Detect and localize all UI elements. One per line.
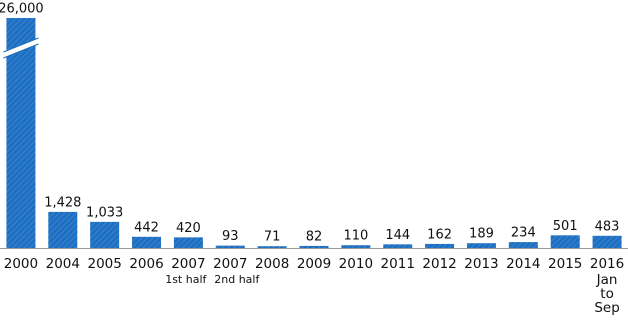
- x-tick-label: 2006: [129, 256, 163, 272]
- category-note: to: [600, 286, 614, 302]
- value-label: 71: [264, 230, 281, 245]
- value-label: 26,000: [0, 2, 44, 17]
- axis-break-line: [3, 43, 39, 59]
- bar-hatch: [48, 211, 78, 248]
- value-label: 1,033: [86, 205, 123, 220]
- x-tick-label: 2013: [464, 256, 498, 272]
- bar-hatch: [6, 18, 36, 248]
- x-tick-label: 2000: [4, 256, 38, 272]
- value-label: 144: [385, 228, 410, 243]
- x-tick-label: 2008: [255, 256, 289, 272]
- bar-hatch: [215, 245, 245, 248]
- category-note: Sep: [594, 300, 619, 316]
- x-tick-label: 2007: [171, 256, 205, 272]
- value-label: 483: [595, 219, 620, 234]
- value-label: 93: [222, 229, 239, 244]
- category-note: 2nd half: [214, 273, 260, 286]
- bar-hatch: [425, 243, 455, 248]
- axis-break-line: [3, 37, 39, 53]
- bar-hatch: [299, 245, 329, 248]
- bar-hatch: [257, 246, 287, 248]
- x-tick-label: 2005: [87, 256, 121, 272]
- x-tick-label: 2010: [339, 256, 373, 272]
- bar-hatch: [508, 242, 538, 248]
- axis-break: [3, 38, 39, 58]
- value-label: 110: [343, 229, 368, 244]
- x-tick-label: 2011: [381, 256, 415, 272]
- bar-hatch: [173, 237, 203, 248]
- bar-hatch: [132, 236, 162, 248]
- value-label: 501: [553, 219, 578, 234]
- value-label: 189: [469, 227, 494, 242]
- bar-hatch: [466, 243, 496, 248]
- value-label: 82: [306, 229, 323, 244]
- x-tick-label: 2004: [46, 256, 80, 272]
- category-note: 1st half: [165, 273, 207, 286]
- value-label: 420: [176, 221, 201, 236]
- value-label: 234: [511, 226, 536, 241]
- x-tick-label: 2015: [548, 256, 582, 272]
- x-tick-label: 2012: [422, 256, 456, 272]
- bar-hatch: [592, 235, 622, 248]
- value-label: 162: [427, 227, 452, 242]
- bar-hatch: [341, 245, 371, 248]
- bar-hatch: [90, 221, 120, 248]
- x-tick-label: 2014: [506, 256, 540, 272]
- value-label: 1,428: [44, 195, 81, 210]
- bar-hatch: [550, 235, 580, 248]
- x-tick-label: 2009: [297, 256, 331, 272]
- x-tick-label: 2016: [590, 256, 624, 272]
- category-note: Jan: [596, 272, 618, 288]
- x-tick-label: 2007: [213, 256, 247, 272]
- value-label: 442: [134, 220, 159, 235]
- bar-hatch: [383, 244, 413, 248]
